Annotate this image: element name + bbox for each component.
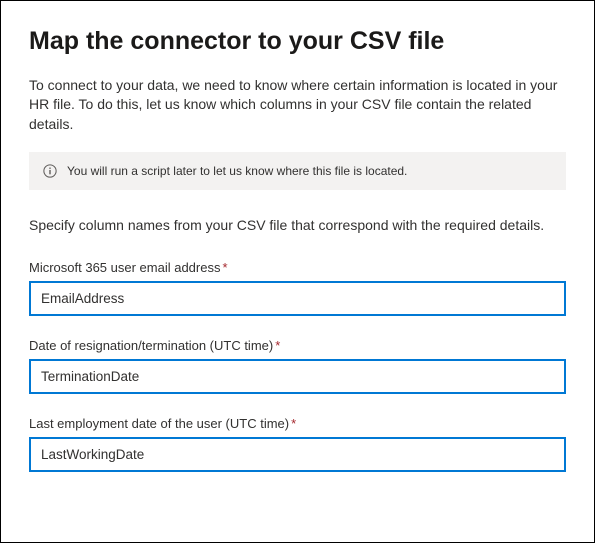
termination-date-input[interactable] xyxy=(29,359,566,394)
field-label-lastworking-text: Last employment date of the user (UTC ti… xyxy=(29,416,289,431)
info-icon xyxy=(43,164,57,178)
field-label-email-text: Microsoft 365 user email address xyxy=(29,260,220,275)
field-label-termination-text: Date of resignation/termination (UTC tim… xyxy=(29,338,273,353)
intro-text: To connect to your data, we need to know… xyxy=(29,76,566,135)
last-working-date-input[interactable] xyxy=(29,437,566,472)
field-label-lastworking: Last employment date of the user (UTC ti… xyxy=(29,416,566,431)
page-title: Map the connector to your CSV file xyxy=(29,25,566,58)
field-email-address: Microsoft 365 user email address* xyxy=(29,260,566,316)
section-instruction: Specify column names from your CSV file … xyxy=(29,216,566,236)
required-asterisk: * xyxy=(291,416,296,431)
field-label-termination: Date of resignation/termination (UTC tim… xyxy=(29,338,566,353)
field-termination-date: Date of resignation/termination (UTC tim… xyxy=(29,338,566,394)
info-banner: You will run a script later to let us kn… xyxy=(29,152,566,190)
field-label-email: Microsoft 365 user email address* xyxy=(29,260,566,275)
required-asterisk: * xyxy=(222,260,227,275)
info-banner-text: You will run a script later to let us kn… xyxy=(67,164,407,178)
field-last-working-date: Last employment date of the user (UTC ti… xyxy=(29,416,566,472)
email-address-input[interactable] xyxy=(29,281,566,316)
required-asterisk: * xyxy=(275,338,280,353)
